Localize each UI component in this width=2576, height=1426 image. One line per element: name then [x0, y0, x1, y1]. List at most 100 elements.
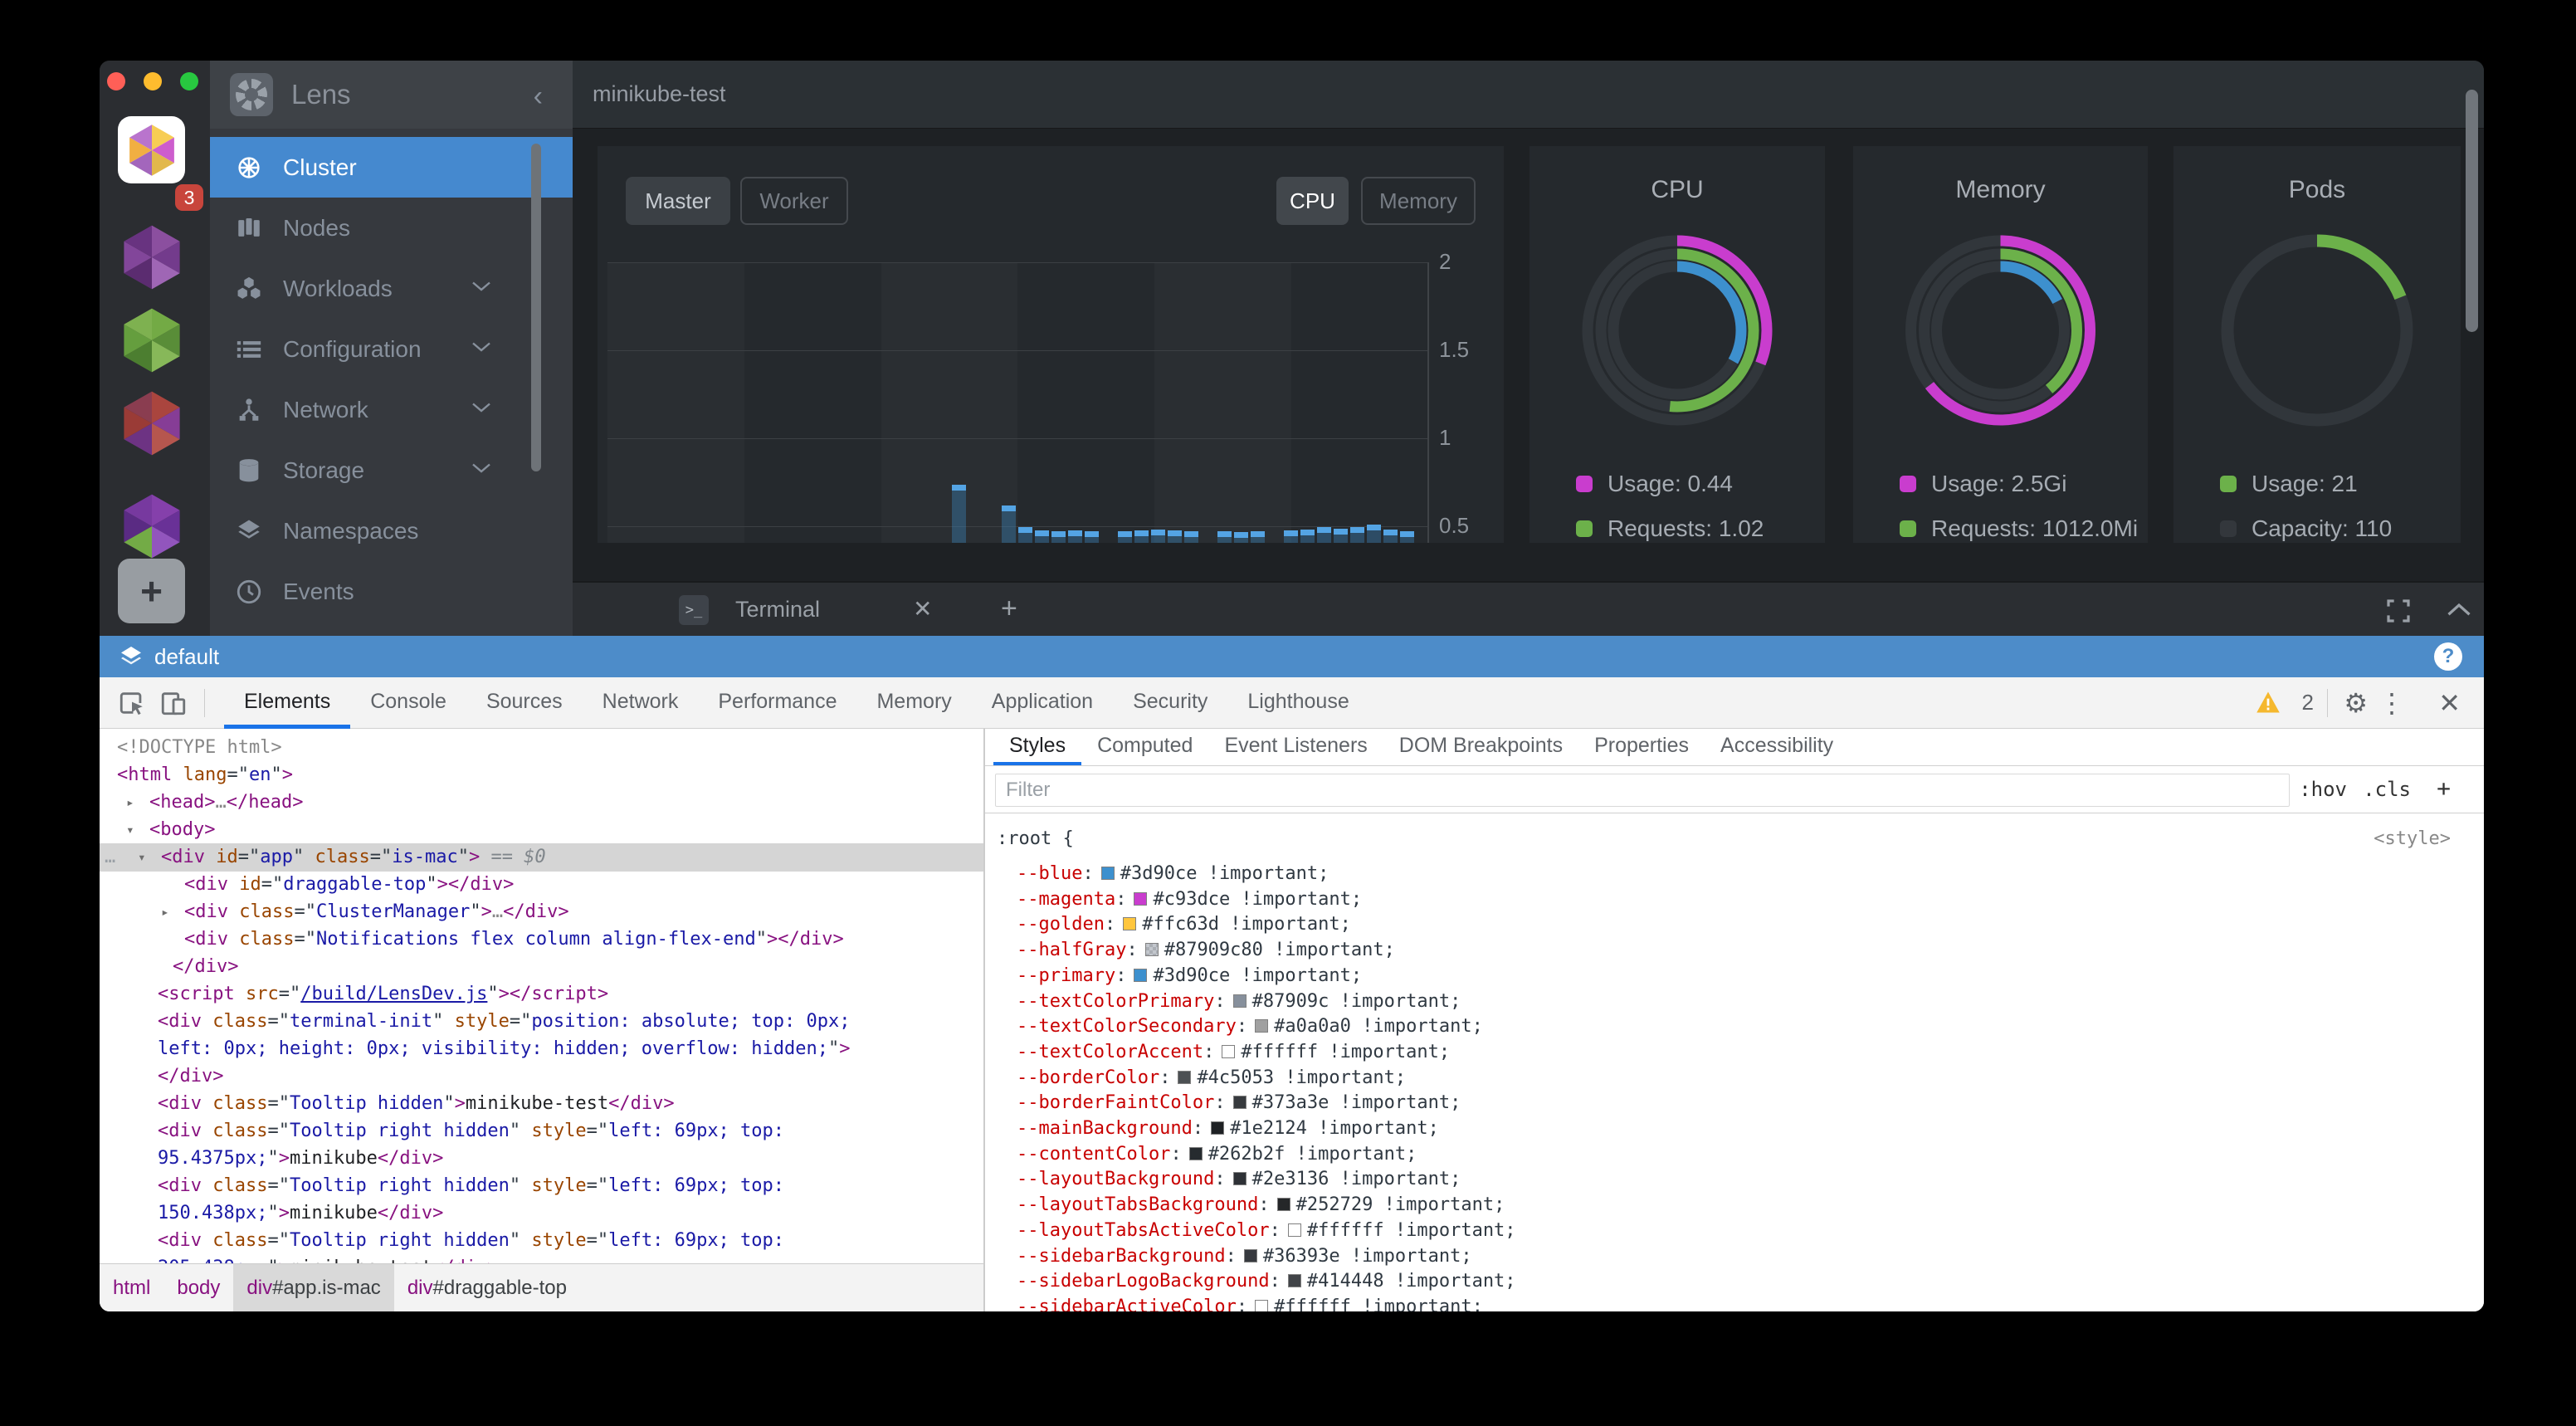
styles-tab-accessibility[interactable]: Accessibility [1720, 734, 1834, 757]
color-swatch[interactable] [1232, 1096, 1247, 1110]
color-swatch[interactable] [1276, 1198, 1290, 1212]
styles-filter-input[interactable] [995, 774, 2290, 807]
node-menu-ellipsis[interactable]: … [105, 847, 116, 867]
css-variable-row[interactable]: --sidebarActiveColor: #ffffff !important; [1017, 1296, 1483, 1311]
cpu-usage-bar[interactable] [1284, 530, 1298, 543]
sidebar-item-events[interactable]: Events [210, 561, 573, 622]
devtools-close-icon[interactable]: ✕ [2438, 688, 2461, 718]
color-swatch[interactable] [1123, 917, 1137, 931]
cpu-usage-bar[interactable] [1334, 528, 1348, 543]
chevron-down-icon[interactable] [471, 340, 490, 359]
css-variable-row[interactable]: --primary: #3d90ce !important; [1017, 965, 1363, 986]
color-swatch[interactable] [1134, 891, 1148, 906]
styles-tab-computed[interactable]: Computed [1097, 734, 1193, 757]
breadcrumb-item[interactable]: div#draggable-top [407, 1276, 567, 1299]
sidebar-item-workloads[interactable]: Workloads [210, 258, 573, 319]
device-toolbar-icon[interactable] [159, 689, 188, 717]
panel-divider[interactable] [983, 729, 985, 1311]
elements-node[interactable]: <div class="Notifications flex column al… [100, 925, 983, 954]
devtools-tab-sources[interactable]: Sources [485, 690, 563, 713]
close-window-button[interactable] [107, 72, 125, 90]
elements-node[interactable]: left: 0px; height: 0px; visibility: hidd… [100, 1035, 983, 1063]
sidebar-item-storage[interactable]: Storage [210, 440, 573, 501]
css-variable-row[interactable]: --borderColor: #4c5053 !important; [1017, 1067, 1407, 1088]
namespace-label[interactable]: default [154, 644, 220, 669]
elements-node[interactable]: ▸ <div class="ClusterManager">…</div> [100, 898, 983, 926]
cpu-usage-bar[interactable] [1085, 531, 1099, 543]
cpu-usage-bar[interactable] [1400, 530, 1414, 543]
devtools-tab-lighthouse[interactable]: Lighthouse [1247, 690, 1349, 713]
devtools-tab-performance[interactable]: Performance [718, 690, 837, 713]
sidebar-scrollbar[interactable] [531, 144, 541, 471]
cpu-usage-bar[interactable] [1383, 529, 1398, 543]
styles-tab-styles[interactable]: Styles [993, 729, 1082, 765]
inspect-element-icon[interactable] [118, 689, 146, 717]
expand-arrow-icon[interactable]: ▸ [161, 904, 169, 920]
cpu-usage-bar[interactable] [1184, 531, 1198, 543]
cpu-usage-bar[interactable] [1134, 530, 1149, 543]
elements-node[interactable]: </div> [100, 953, 983, 981]
color-swatch[interactable] [1255, 1019, 1269, 1033]
css-variable-row[interactable]: --magenta: #c93dce !important; [1017, 888, 1363, 910]
elements-node[interactable]: <div id="draggable-top"></div> [100, 871, 983, 899]
cluster-purple[interactable] [118, 224, 185, 291]
css-variable-row[interactable]: --blue: #3d90ce !important; [1017, 863, 1329, 884]
rule-source-link[interactable]: <style> [2374, 828, 2451, 849]
cpu-usage-bar[interactable] [1251, 530, 1265, 543]
css-variable-row[interactable]: --mainBackground: #1e2124 !important; [1017, 1118, 1439, 1139]
cluster-green[interactable] [118, 307, 185, 374]
metrics-scrollbar[interactable] [2466, 90, 2478, 332]
terminal-close-icon[interactable]: ✕ [913, 596, 933, 622]
color-swatch[interactable] [1255, 1299, 1269, 1311]
terminal-collapse-icon[interactable] [2447, 601, 2471, 618]
collapse-arrow-icon[interactable]: ▾ [126, 822, 134, 838]
devtools-tab-elements[interactable]: Elements [224, 677, 351, 729]
color-swatch[interactable] [1144, 943, 1159, 957]
color-swatch[interactable] [1287, 1274, 1301, 1288]
color-swatch[interactable] [1188, 1146, 1203, 1160]
cpu-usage-bar[interactable] [1367, 525, 1381, 543]
elements-node[interactable]: <div class="terminal-init" style="positi… [100, 1008, 983, 1036]
color-swatch[interactable] [1232, 994, 1247, 1008]
add-cluster-button[interactable]: + [118, 559, 185, 623]
devtools-tab-console[interactable]: Console [370, 690, 446, 713]
elements-node-selected[interactable]: … ▾ <div id="app" class="is-mac"> == $0 [100, 843, 983, 872]
toggle-hover-state-button[interactable]: :hov [2299, 778, 2347, 801]
cpu-usage-bar[interactable] [1051, 530, 1066, 543]
elements-node[interactable]: <div class="Tooltip right hidden" style=… [100, 1117, 983, 1145]
elements-node[interactable]: <div class="Tooltip hidden">minikube-tes… [100, 1090, 983, 1118]
cpu-usage-bar[interactable] [1118, 530, 1132, 543]
css-variable-row[interactable]: --textColorAccent: #ffffff !important; [1017, 1041, 1451, 1062]
elements-node[interactable]: ▸ <head>…</head> [100, 789, 983, 817]
css-variable-row[interactable]: --layoutTabsBackground: #252729 !importan… [1017, 1194, 1505, 1216]
sidebar-item-nodes[interactable]: Nodes [210, 198, 573, 258]
toggle-class-button[interactable]: .cls [2363, 778, 2411, 801]
css-variable-row[interactable]: --layoutTabsActiveColor: #ffffff !importa… [1017, 1219, 1516, 1241]
elements-node[interactable]: 150.438px;">minikube</div> [100, 1199, 983, 1228]
breadcrumb-item[interactable]: html [113, 1276, 151, 1299]
css-variable-row[interactable]: --textColorSecondary: #a0a0a0 !important; [1017, 1016, 1483, 1038]
elements-node[interactable]: 95.4375px;">minikube</div> [100, 1145, 983, 1173]
rule-selector[interactable]: :root { [997, 828, 1074, 849]
css-variable-row[interactable]: --borderFaintColor: #373a3e !important; [1017, 1092, 1461, 1114]
terminal-tab[interactable]: Terminal [735, 597, 821, 622]
cpu-metric-button[interactable]: CPU [1276, 177, 1349, 225]
chevron-down-icon[interactable] [471, 401, 490, 419]
color-swatch[interactable] [1100, 867, 1115, 880]
color-swatch[interactable] [1222, 1044, 1236, 1058]
chevron-down-icon[interactable] [471, 461, 490, 480]
elements-node[interactable]: 205.438px;">minikube-test</div> [100, 1254, 983, 1263]
cpu-usage-bar[interactable] [952, 484, 966, 543]
elements-node[interactable]: <script src="/build/LensDev.js"></script… [100, 980, 983, 1008]
cpu-usage-bar[interactable] [1168, 530, 1182, 543]
settings-gear-icon[interactable]: ⚙ [2344, 688, 2368, 718]
devtools-tab-security[interactable]: Security [1133, 690, 1208, 713]
sidebar-item-namespaces[interactable]: Namespaces [210, 501, 573, 561]
css-variable-row[interactable]: --layoutBackground: #2e3136 !important; [1017, 1169, 1461, 1190]
memory-metric-button[interactable]: Memory [1361, 177, 1476, 225]
devtools-menu-icon[interactable]: ⋮ [2378, 688, 2405, 718]
elements-node[interactable]: <html lang="en"> [100, 761, 983, 789]
elements-node[interactable]: <div class="Tooltip right hidden" style=… [100, 1172, 983, 1200]
breadcrumb-item[interactable]: div#app.is-mac [233, 1263, 394, 1311]
color-swatch[interactable] [1232, 1172, 1247, 1186]
